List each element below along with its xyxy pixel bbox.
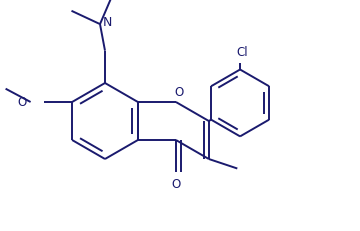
Text: N: N xyxy=(103,16,112,29)
Text: Cl: Cl xyxy=(236,46,248,59)
Text: O: O xyxy=(174,86,184,100)
Text: O: O xyxy=(17,95,26,109)
Text: O: O xyxy=(171,178,180,191)
